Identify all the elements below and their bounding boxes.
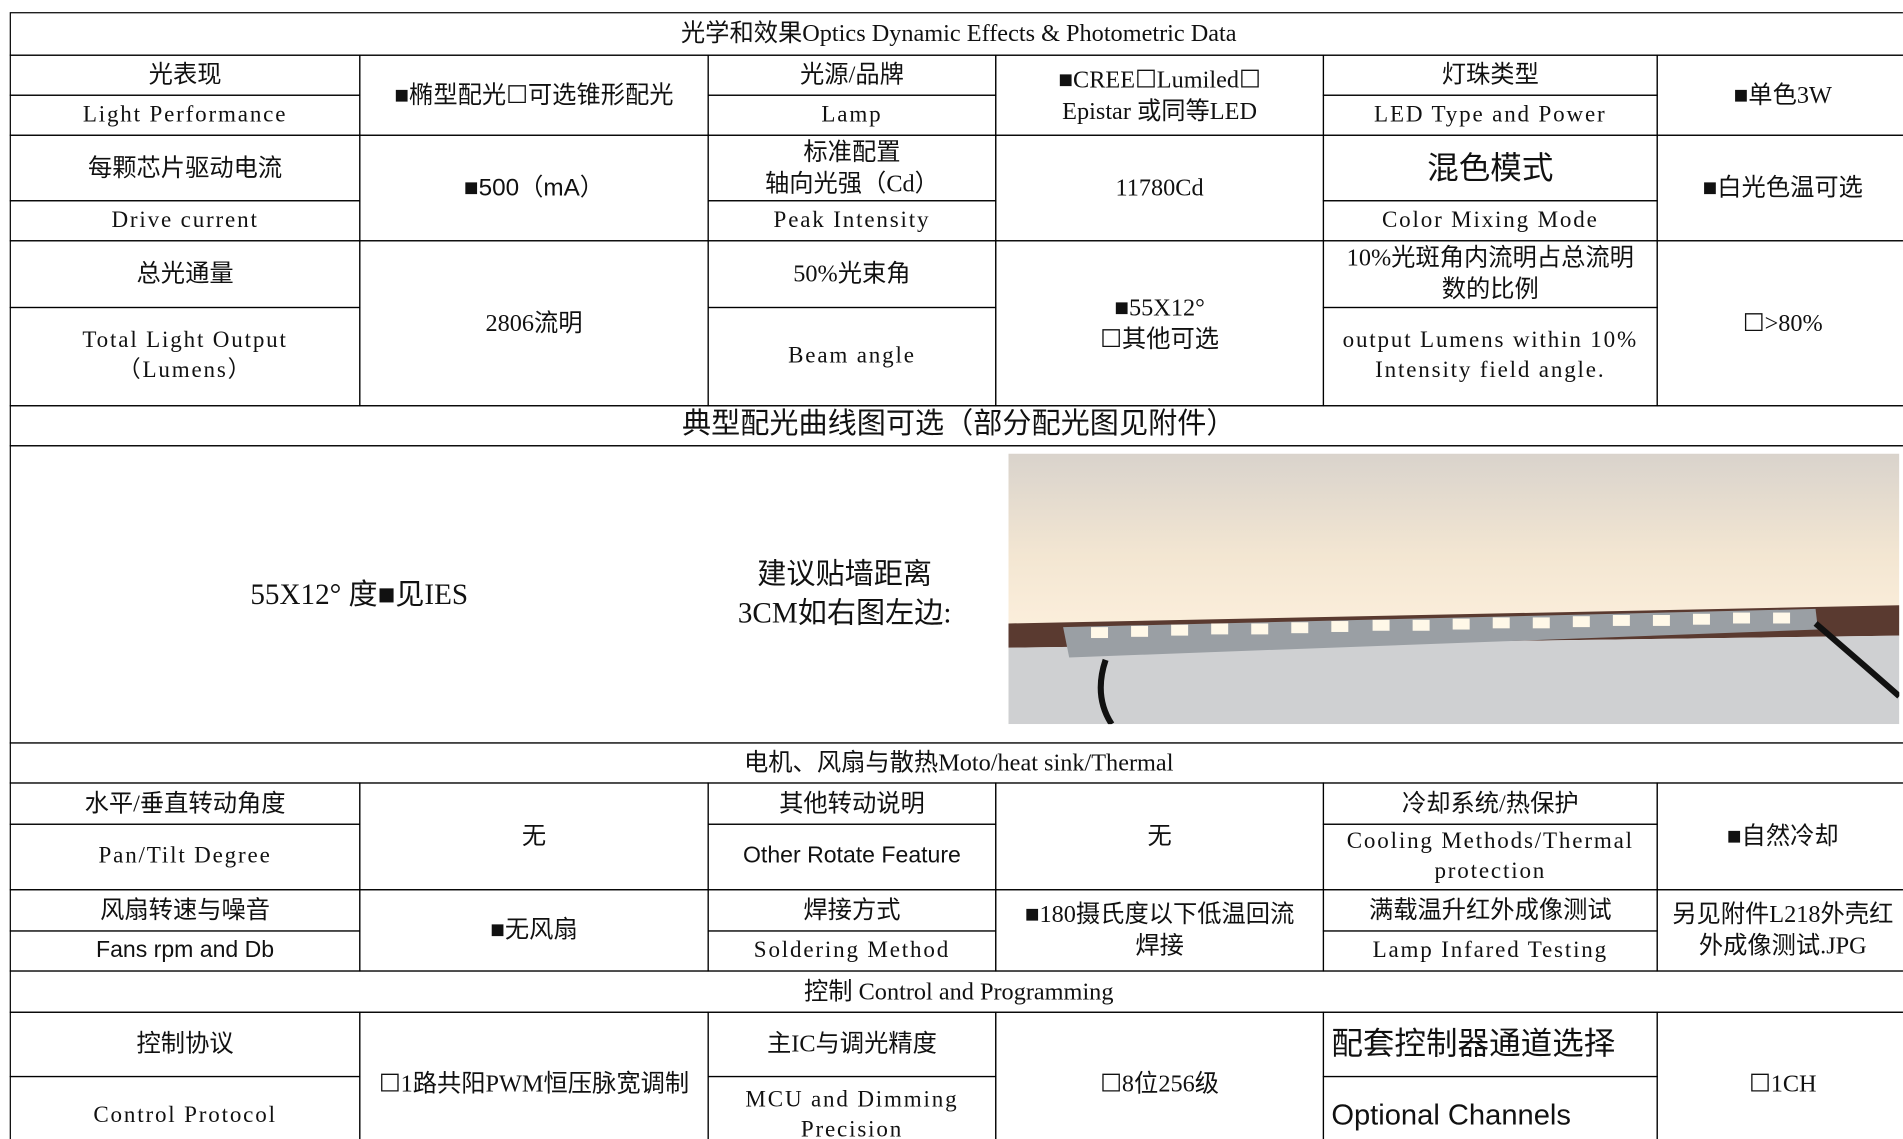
floor <box>1008 635 1900 725</box>
label-en: Pan/Tilt Degree <box>9 823 361 891</box>
label-cn: 光表现 <box>9 54 361 96</box>
label-cn: 控制协议 <box>9 1011 361 1078</box>
value: 无 <box>995 782 1325 891</box>
value: ☐8位256级 <box>995 1011 1325 1139</box>
cable <box>1813 621 1900 699</box>
label-cn: 冷却系统/热保护 <box>1322 782 1658 825</box>
value: ☐1路共阳PWM恒压脉宽调制 <box>359 1011 709 1139</box>
label-en: output Lumens within 10% Intensity field… <box>1322 306 1658 407</box>
value: 无 <box>359 782 709 891</box>
cable <box>1097 658 1115 725</box>
value: ■椭型配光☐可选锥形配光 <box>359 54 709 136</box>
label-en: MCU and Dimming Precision <box>707 1075 997 1139</box>
value: 另见附件L218外壳红 外成像测试.JPG <box>1656 889 1903 972</box>
label-en: Drive current <box>9 200 361 242</box>
label-cn: 主IC与调光精度 <box>707 1011 997 1078</box>
label-en: Light Performance <box>9 94 361 136</box>
beam-angle-note: 55X12° 度■见IES <box>250 579 469 612</box>
label-en: Control Protocol <box>9 1075 361 1139</box>
label-cn: 总光通量 <box>9 240 361 309</box>
label-cn: 其他转动说明 <box>707 782 997 825</box>
label-cn: 风扇转速与噪音 <box>9 889 361 932</box>
section-title: 控制 Control and Programming <box>9 970 1903 1013</box>
label-en: Fans rpm and Db <box>9 930 361 972</box>
label-en: Cooling Methods/Thermal protection <box>1322 823 1658 891</box>
value: ■单色3W <box>1656 54 1903 136</box>
value: ■白光色温可选 <box>1656 134 1903 242</box>
label-en: Lamp <box>707 94 997 136</box>
value: ■无风扇 <box>359 889 709 972</box>
value: ■自然冷却 <box>1656 782 1903 891</box>
label-cn: 灯珠类型 <box>1322 54 1658 96</box>
label-en: Optional Channels <box>1322 1075 1658 1139</box>
value: ■500（mA） <box>359 134 709 242</box>
label-en: Color Mixing Mode <box>1322 200 1658 242</box>
label-en: Other Rotate Feature <box>707 823 997 891</box>
value: 2806流明 <box>359 240 709 407</box>
label-cn: 配套控制器通道选择 <box>1322 1011 1658 1078</box>
mounting-note: 建议贴墙距离 3CM如右图左边: <box>737 559 952 631</box>
value: ■180摄氏度以下低温回流 焊接 <box>995 889 1325 972</box>
label-cn: 混色模式 <box>1322 134 1658 202</box>
label-en: Total Light Output （Lumens） <box>9 306 361 407</box>
value: ☐1CH <box>1656 1011 1903 1139</box>
value: ☐>80% <box>1656 240 1903 407</box>
label-cn: 焊接方式 <box>707 889 997 932</box>
wall <box>1008 453 1900 624</box>
section-title: 光学和效果Optics Dynamic Effects & Photometri… <box>9 12 1903 56</box>
section-title: 电机、风扇与散热Moto/heat sink/Thermal <box>9 742 1903 784</box>
led-dots <box>1091 612 1791 639</box>
label-en: Beam angle <box>707 306 997 407</box>
label-cn: 每颗芯片驱动电流 <box>9 134 361 202</box>
label-cn: 水平/垂直转动角度 <box>9 782 361 825</box>
product-photo <box>1008 453 1900 725</box>
label-cn: 满载温升红外成像测试 <box>1322 889 1658 932</box>
label-cn: 标准配置 轴向光强（Cd） <box>707 134 997 202</box>
label-cn: 光源/品牌 <box>707 54 997 96</box>
label-en: LED Type and Power <box>1322 94 1658 136</box>
label-cn: 10%光斑角内流明占总流明 数的比例 <box>1322 240 1658 309</box>
value: 11780Cd <box>995 134 1325 242</box>
label-cn: 50%光束角 <box>707 240 997 309</box>
value: ■CREE☐Lumiled☐ Epistar 或同等LED <box>995 54 1325 136</box>
value: ■55X12° ☐其他可选 <box>995 240 1325 407</box>
label-en: Soldering Method <box>707 930 997 972</box>
label-en: Lamp Infared Testing <box>1322 930 1658 972</box>
section-title: 典型配光曲线图可选（部分配光图见附件） <box>9 405 1903 447</box>
label-en: Peak Intensity <box>707 200 997 242</box>
